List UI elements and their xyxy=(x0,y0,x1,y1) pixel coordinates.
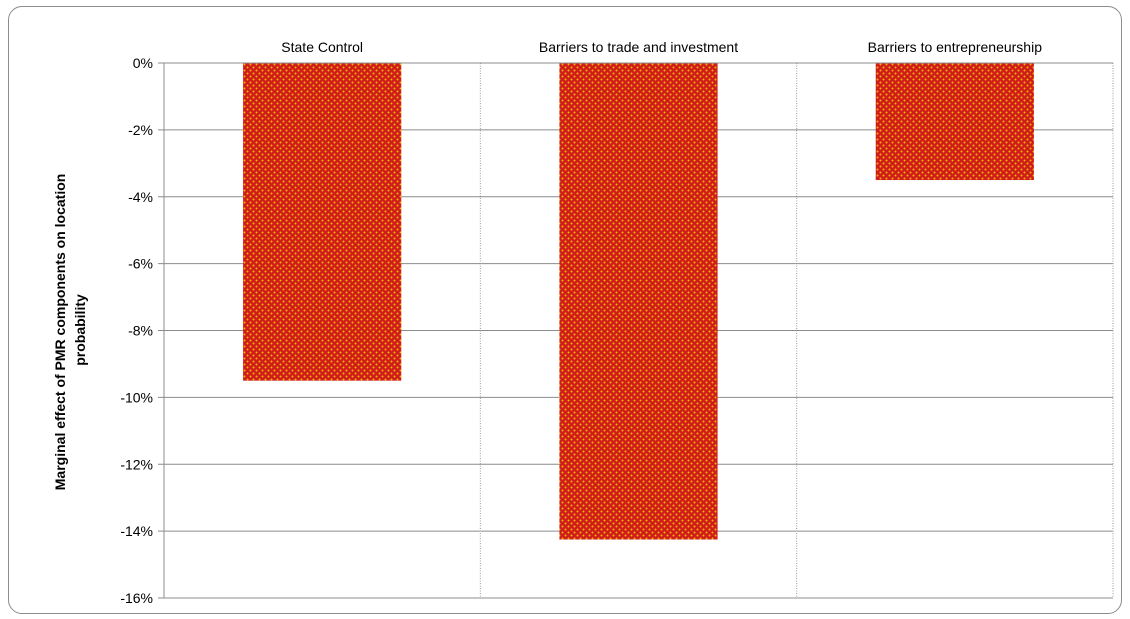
y-axis-label-line-2: probability xyxy=(72,294,88,366)
y-tick-label-6: -12% xyxy=(120,456,153,472)
y-tick-label-1: -2% xyxy=(128,122,153,138)
bar-1 xyxy=(243,63,402,381)
bar-3 xyxy=(875,63,1034,181)
category-labels: State Control Barriers to trade and inves… xyxy=(281,39,1042,55)
bar-2 xyxy=(559,63,718,540)
y-axis-label: Marginal effect of PMR components on loc… xyxy=(52,170,88,490)
bars xyxy=(243,63,1034,540)
y-tick-label-2: -4% xyxy=(128,189,153,205)
y-axis-label-line-1: Marginal effect of PMR components on loc… xyxy=(52,174,68,491)
y-tick-label-8: -16% xyxy=(120,590,153,606)
y-tick-labels: 0% -2% -4% -6% -8% -10% -12% -14% -16% xyxy=(120,55,153,606)
y-tick-label-3: -6% xyxy=(128,256,153,272)
axes xyxy=(158,62,1113,599)
y-tick-label-5: -10% xyxy=(120,389,153,405)
y-tick-label-4: -8% xyxy=(128,323,153,339)
category-label-3: Barriers to entrepreneurship xyxy=(868,39,1043,55)
y-tick-label-0: 0% xyxy=(133,55,153,71)
category-label-2: Barriers to trade and investment xyxy=(539,39,738,55)
category-label-1: State Control xyxy=(281,39,363,55)
y-tick-label-7: -14% xyxy=(120,523,153,539)
